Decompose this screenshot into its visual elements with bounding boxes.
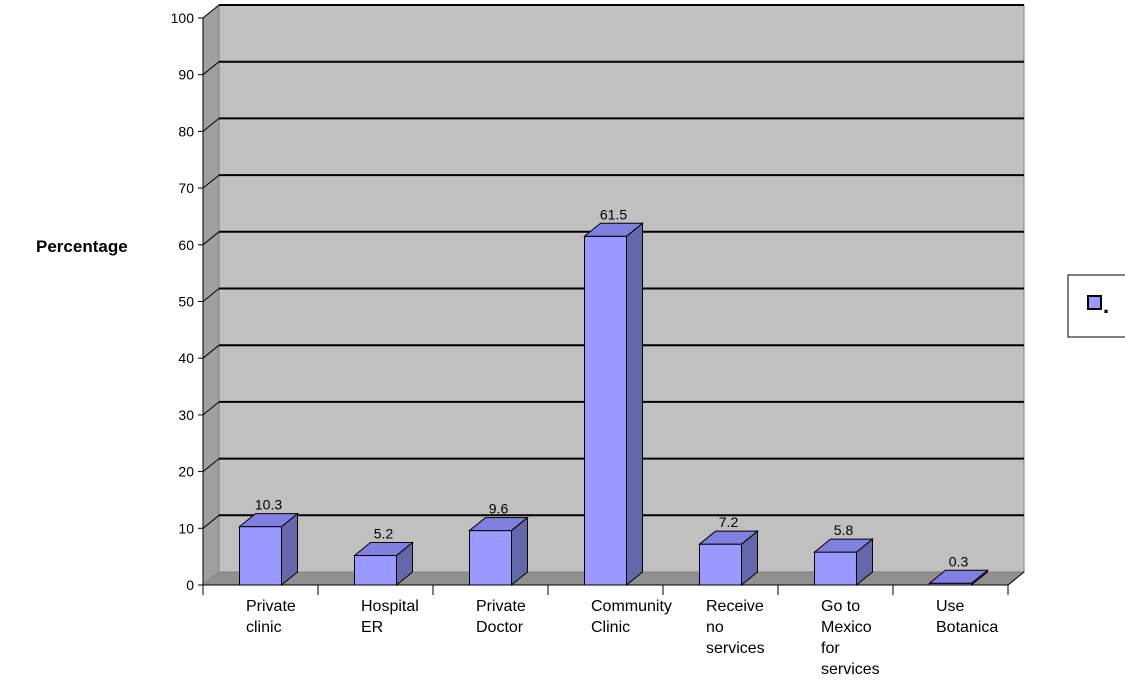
y-tick-label: 0 bbox=[186, 577, 194, 593]
bar-top bbox=[238, 513, 299, 528]
category-label: services bbox=[706, 640, 765, 657]
y-tick-label: 20 bbox=[178, 464, 194, 480]
category-label: services bbox=[821, 661, 880, 678]
category-label: clinic bbox=[246, 619, 282, 636]
data-label: 9.6 bbox=[489, 501, 509, 517]
y-tick-label: 80 bbox=[178, 123, 194, 139]
legend-entry: . bbox=[1103, 293, 1109, 318]
y-tick-label: 90 bbox=[178, 67, 194, 83]
category-label: no bbox=[706, 619, 724, 636]
gridline-side bbox=[202, 231, 220, 246]
category-label: Mexico bbox=[821, 619, 872, 636]
bar-group: 5.8 bbox=[813, 522, 874, 587]
gridline-side bbox=[202, 61, 220, 76]
category-label: ER bbox=[361, 619, 383, 636]
bar-group: 61.5 bbox=[583, 206, 644, 587]
y-axis-label: Percentage bbox=[36, 237, 128, 256]
gridline-side bbox=[202, 458, 220, 472]
x-axis-end bbox=[1007, 571, 1025, 586]
category-label: Receive bbox=[706, 598, 764, 615]
bar bbox=[699, 543, 742, 586]
data-label: 5.8 bbox=[834, 522, 854, 538]
y-tick-label: 10 bbox=[178, 520, 194, 536]
bar-top bbox=[928, 569, 989, 584]
data-label: 7.2 bbox=[719, 514, 739, 530]
data-label: 5.2 bbox=[374, 526, 394, 542]
category-label: Clinic bbox=[591, 619, 630, 636]
category-label: Go to bbox=[821, 598, 860, 615]
bar-top bbox=[813, 538, 874, 553]
bar-top bbox=[353, 542, 414, 557]
bar bbox=[584, 235, 627, 586]
y-tick-label: 30 bbox=[178, 407, 194, 423]
bar-group: 5.2 bbox=[353, 526, 414, 587]
category-label: Use bbox=[936, 598, 965, 615]
gridline-side bbox=[202, 174, 220, 189]
category-label: Doctor bbox=[476, 619, 524, 636]
bar-top bbox=[698, 530, 759, 545]
data-label: 10.3 bbox=[255, 497, 282, 513]
y-tick-label: 60 bbox=[178, 237, 194, 253]
data-label: 61.5 bbox=[600, 206, 627, 222]
bar-top bbox=[583, 222, 644, 237]
bar bbox=[469, 530, 512, 586]
gridline-side bbox=[202, 514, 220, 529]
legend-swatch bbox=[1087, 295, 1102, 310]
y-tick-label: 40 bbox=[178, 350, 194, 366]
bar-group: 9.6 bbox=[468, 501, 529, 587]
bar bbox=[239, 526, 282, 586]
gridline-side bbox=[202, 401, 220, 416]
bar-group: 0.3 bbox=[928, 553, 989, 587]
category-label: Hospital bbox=[361, 598, 419, 615]
bar bbox=[814, 551, 857, 586]
y-tick-label: 100 bbox=[171, 10, 195, 26]
category-label: Community bbox=[591, 598, 672, 615]
x-axis-categories: Private clinic Hospital ER Private Doctor Comm… bbox=[202, 585, 1009, 678]
gridline-side bbox=[202, 288, 220, 302]
bar-top bbox=[468, 517, 529, 532]
gridline-side bbox=[202, 118, 220, 132]
data-label: 0.3 bbox=[949, 553, 969, 569]
legend: . bbox=[1067, 274, 1125, 338]
bars: 10.3 5.2 9.6 61.5 7.2 5.8 0.3 bbox=[238, 206, 989, 587]
y-tick-label: 50 bbox=[178, 294, 194, 310]
bar-side bbox=[626, 222, 643, 587]
bar-group: 7.2 bbox=[698, 514, 759, 587]
category-label: Private bbox=[246, 598, 296, 615]
gridline-side bbox=[202, 4, 220, 19]
category-label: Botanica bbox=[936, 619, 998, 636]
category-label: Private bbox=[476, 598, 526, 615]
bar bbox=[354, 555, 397, 586]
y-tick-label: 70 bbox=[178, 180, 194, 196]
gridline-side bbox=[202, 344, 220, 359]
category-label: for bbox=[821, 640, 840, 657]
bar-group: 10.3 bbox=[238, 497, 299, 587]
